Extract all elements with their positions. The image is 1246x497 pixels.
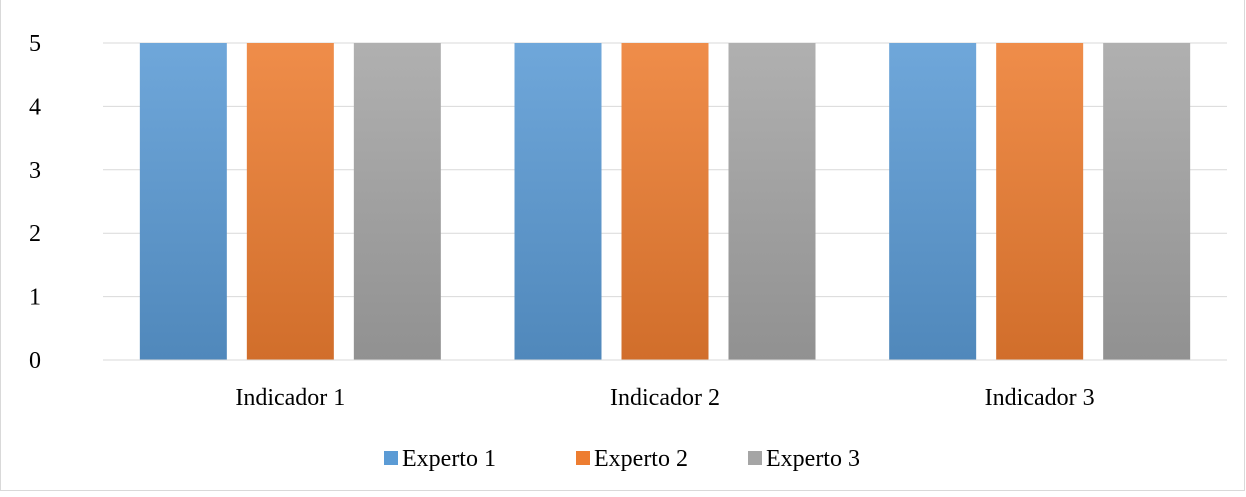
bar-experto-3-indicador-2 (728, 43, 816, 360)
bar-experto-1-indicador-1 (139, 43, 227, 360)
legend-swatch (384, 451, 398, 465)
bars (139, 43, 1191, 360)
bar-experto-3-indicador-1 (353, 43, 441, 360)
bar-experto-2-indicador-3 (996, 43, 1084, 360)
y-axis-ticks: 0 1 2 3 4 5 (29, 31, 41, 374)
legend-label: Experto 1 (402, 446, 496, 472)
legend-label: Experto 2 (594, 446, 688, 472)
legend-swatch (576, 451, 590, 465)
x-tick-label: Indicador 3 (985, 385, 1095, 411)
legend-swatch (748, 451, 762, 465)
bar-experto-1-indicador-2 (514, 43, 602, 360)
y-tick-label: 4 (29, 94, 41, 120)
y-tick-label: 2 (29, 221, 41, 247)
x-tick-label: Indicador 1 (235, 385, 345, 411)
bar-experto-2-indicador-1 (246, 43, 334, 360)
x-axis-labels: Indicador 1 Indicador 2 Indicador 3 (235, 385, 1094, 411)
x-tick-label: Indicador 2 (610, 385, 720, 411)
legend: Experto 1 Experto 2 Experto 3 (384, 446, 860, 472)
y-tick-label: 0 (29, 348, 41, 374)
bar-experto-3-indicador-3 (1103, 43, 1191, 360)
bar-experto-2-indicador-2 (621, 43, 709, 360)
bar-experto-1-indicador-3 (889, 43, 977, 360)
y-tick-label: 1 (29, 285, 41, 311)
y-tick-label: 3 (29, 158, 41, 184)
legend-label: Experto 3 (766, 446, 860, 472)
y-tick-label: 5 (29, 31, 41, 57)
